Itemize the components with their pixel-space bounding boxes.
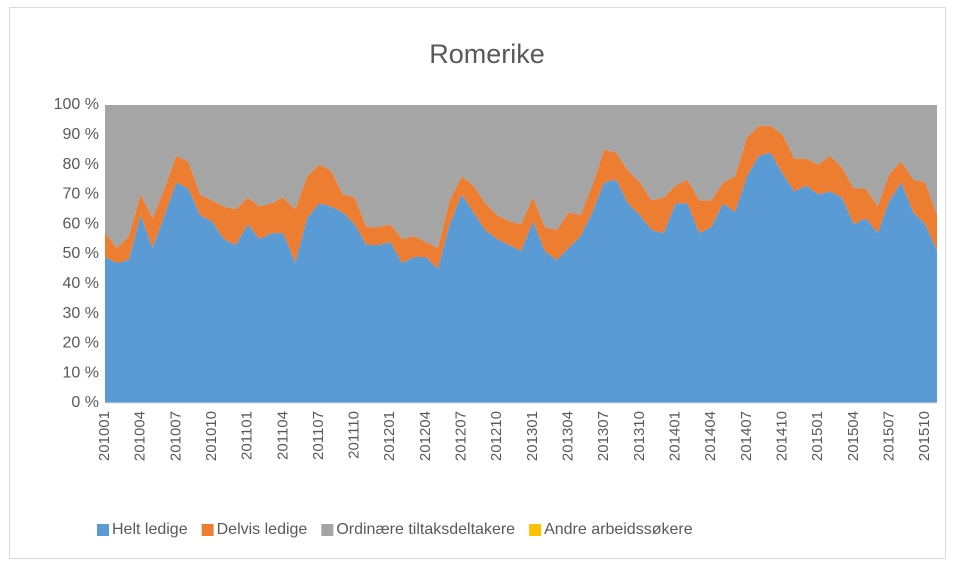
legend-label: Helt ledige <box>112 521 188 538</box>
legend-label: Andre arbeidssøkere <box>544 521 693 538</box>
area <box>105 152 937 403</box>
x-tick-label: 201101 <box>239 411 256 460</box>
x-tick-label: 201007 <box>167 411 184 461</box>
legend-swatch <box>201 524 214 536</box>
x-tick-label: 201204 <box>417 411 434 461</box>
x-tick-label: 201110 <box>346 411 363 459</box>
y-tick-label: 0 % <box>71 394 99 411</box>
chart-title: Romerike <box>429 39 545 69</box>
y-tick-label: 90 % <box>63 126 99 143</box>
y-tick-label: 40 % <box>63 275 99 292</box>
x-tick-label: 201407 <box>738 411 755 461</box>
y-tick-label: 10 % <box>63 364 99 381</box>
x-tick-label: 201410 <box>773 411 790 461</box>
x-tick-label: 201307 <box>595 411 612 461</box>
legend-swatch <box>321 524 334 536</box>
x-tick-label: 201310 <box>631 411 648 461</box>
legend-label: Delvis ledige <box>217 521 308 538</box>
x-tick-label: 201104 <box>274 411 291 460</box>
x-tick-label: 201107 <box>310 411 327 460</box>
x-tick-label: 201401 <box>666 411 683 461</box>
x-tick-label: 201001 <box>96 411 113 461</box>
x-tick-label: 201004 <box>132 411 149 461</box>
y-tick-label: 60 % <box>63 215 99 232</box>
y-tick-label: 100 % <box>54 96 99 113</box>
x-tick-label: 201304 <box>560 411 577 461</box>
legend-label: Ordinære tiltaksdeltakere <box>336 521 515 538</box>
x-tick-label: 201507 <box>880 411 897 461</box>
x-tick-label: 201210 <box>488 411 505 461</box>
x-tick-label: 201010 <box>203 411 220 461</box>
x-tick-label: 201207 <box>453 411 470 461</box>
x-tick-label: 201504 <box>845 411 862 461</box>
y-tick-label: 80 % <box>63 156 99 173</box>
x-tick-label: 201404 <box>702 411 719 461</box>
legend-swatch <box>97 524 109 536</box>
y-tick-label: 30 % <box>63 305 99 322</box>
y-tick-label: 70 % <box>63 186 99 203</box>
x-tick-label: 201501 <box>809 411 826 461</box>
legend-swatch <box>529 524 542 536</box>
area <box>105 125 937 269</box>
x-tick-label: 201301 <box>524 411 541 461</box>
area <box>105 105 937 249</box>
x-tick-label: 201201 <box>381 411 398 461</box>
y-tick-label: 50 % <box>63 245 99 262</box>
x-tick-label: 201510 <box>916 411 933 461</box>
y-tick-label: 20 % <box>63 335 99 352</box>
